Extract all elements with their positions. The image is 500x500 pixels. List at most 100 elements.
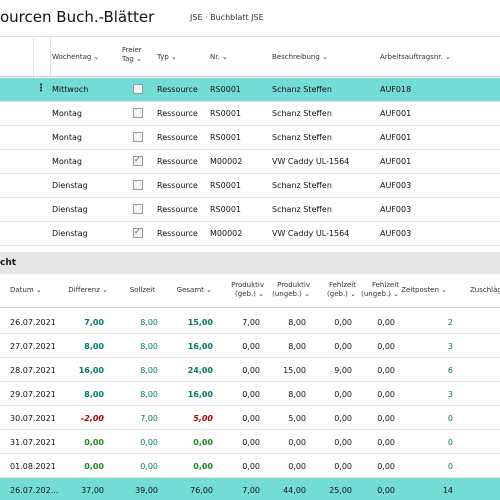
checkbox[interactable] [133, 180, 143, 190]
cell: 0,00 [242, 390, 260, 399]
cell: 0,00 [377, 366, 395, 375]
checkbox[interactable] [133, 227, 143, 238]
column-header[interactable]: Produktiv (geb.) [216, 281, 264, 299]
cell: 76,00 [190, 486, 213, 495]
checkbox[interactable] [133, 108, 143, 118]
cell: 8,00 [288, 342, 306, 351]
cell: 7,00 [84, 318, 104, 327]
column-header[interactable]: Freier Tag [122, 46, 152, 64]
cell: 0,00 [377, 318, 395, 327]
row [0, 406, 500, 430]
column-header[interactable]: Differenz [60, 286, 108, 294]
cell: 0,00 [377, 342, 395, 351]
row[interactable] [0, 78, 500, 102]
column-header[interactable]: Gesamt [164, 286, 212, 294]
cell: 16,00 [187, 390, 213, 399]
cell: 0 [447, 462, 453, 471]
type: Ressource [157, 85, 198, 94]
row[interactable] [0, 198, 500, 222]
row [0, 382, 500, 406]
cell: 7,00 [140, 414, 158, 423]
cell: 15,00 [187, 318, 213, 327]
number: RS0001 [210, 109, 241, 118]
column-header[interactable]: Produktiv (ungeb.) [262, 281, 310, 299]
description: Schanz Steffen [272, 133, 332, 142]
cell: 0,00 [334, 414, 352, 423]
cell: 3 [447, 390, 453, 399]
column-header[interactable]: Sollzeit [129, 286, 155, 294]
type: Ressource [157, 205, 198, 214]
cell: 0,00 [377, 486, 395, 495]
column-header[interactable]: Zeitposten [399, 286, 447, 294]
date: 01.08.2021 [10, 462, 56, 471]
order-number: AUF003 [380, 205, 412, 214]
number: M00002 [210, 229, 243, 238]
column-header[interactable]: Fehlzeit (geb.) [308, 281, 356, 299]
column-header[interactable]: Datum [10, 286, 42, 294]
weekday: Montag [52, 109, 82, 118]
cell: 16,00 [78, 366, 104, 375]
checkbox[interactable] [133, 204, 143, 214]
row [0, 430, 500, 454]
description: Schanz Steffen [272, 205, 332, 214]
date: 29.07.2021 [10, 390, 56, 399]
cell: 0,00 [84, 462, 104, 471]
description: Schanz Steffen [272, 85, 332, 94]
cell: 16,00 [187, 342, 213, 351]
cell: 8,00 [140, 390, 158, 399]
cell: 0 [447, 414, 453, 423]
weekday: Dienstag [52, 229, 88, 238]
cell: 0,00 [377, 414, 395, 423]
row[interactable] [0, 150, 500, 174]
cell: 0,00 [242, 414, 260, 423]
gap [0, 246, 500, 252]
cell: 6 [447, 366, 453, 375]
row[interactable] [0, 222, 500, 246]
cell: -2,00 [80, 414, 104, 423]
cell: 0,00 [377, 390, 395, 399]
weekday: Montag [52, 157, 82, 166]
description: VW Caddy UL-1564 [272, 229, 350, 238]
cell: 15,00 [283, 366, 306, 375]
section-bar [0, 252, 500, 274]
cell: 0,00 [334, 342, 352, 351]
checkbox[interactable] [133, 132, 143, 142]
cell: 2 [447, 318, 453, 327]
weekday: Dienstag [52, 205, 88, 214]
column-header[interactable]: Typ [157, 53, 207, 61]
cell: 8,00 [288, 318, 306, 327]
column-header[interactable]: Beschreibung [272, 53, 372, 61]
cell: 7,00 [242, 318, 260, 327]
type: Ressource [157, 109, 198, 118]
row[interactable] [0, 102, 500, 126]
cell: 0,00 [334, 318, 352, 327]
column-header[interactable]: Zuschläge [470, 286, 500, 294]
cell: 8,00 [140, 342, 158, 351]
date: 26.07.202... [10, 486, 59, 495]
checkbox[interactable] [133, 84, 143, 94]
cell: 8,00 [84, 390, 104, 399]
cell: 8,00 [288, 390, 306, 399]
cell: 0,00 [242, 366, 260, 375]
cell: 14 [442, 486, 453, 495]
type: Ressource [157, 229, 198, 238]
cell: 7,00 [242, 486, 260, 495]
separator [0, 76, 500, 77]
weekday: Dienstag [52, 181, 88, 190]
divider [0, 36, 500, 37]
number: RS0001 [210, 85, 241, 94]
cell: 0,00 [140, 438, 158, 447]
column-header[interactable]: Wochentag [52, 53, 112, 61]
cell: 8,00 [140, 366, 158, 375]
row[interactable] [0, 126, 500, 150]
weekday: Mittwoch [52, 85, 89, 94]
row[interactable] [0, 174, 500, 198]
column-header[interactable]: Fehlzeit (ungeb.) [351, 281, 399, 299]
column-header[interactable]: Nr. [210, 53, 265, 61]
column-header[interactable]: Arbeitsauftragsnr. [380, 53, 480, 61]
cell: 24,00 [187, 366, 213, 375]
cell: 0,00 [377, 462, 395, 471]
order-number: AUF001 [380, 157, 412, 166]
checkbox[interactable] [133, 155, 143, 166]
